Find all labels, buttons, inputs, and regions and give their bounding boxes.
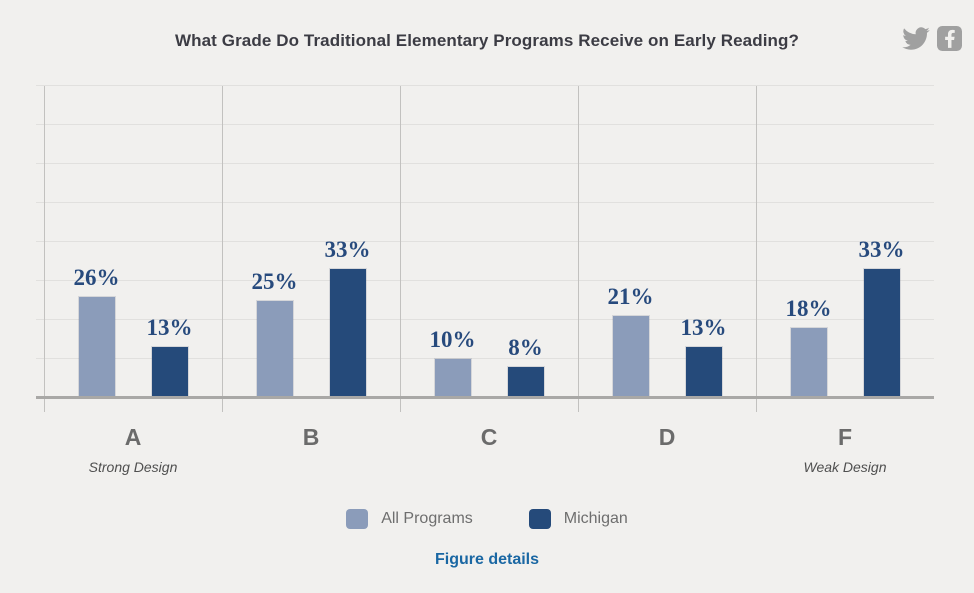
legend-swatch — [528, 509, 551, 529]
horizontal-gridline — [36, 319, 934, 320]
bar-value-label: 25% — [251, 268, 298, 294]
category-note-F: Weak Design — [803, 459, 887, 475]
vertical-gridline — [400, 86, 401, 412]
bar-value-label: 18% — [785, 295, 832, 321]
category-label-F: F — [837, 424, 853, 450]
legend-label: Michigan — [563, 510, 628, 527]
vertical-gridline — [222, 86, 223, 412]
bar-value-label: 13% — [146, 315, 193, 341]
horizontal-gridline — [36, 280, 934, 281]
bar-value-label: 8% — [508, 334, 543, 360]
bar-value-label: 21% — [607, 284, 654, 310]
bar-michigan-B — [329, 269, 366, 398]
figure-details-link[interactable]: Figure details — [434, 551, 540, 568]
category-label-C: C — [480, 424, 498, 450]
horizontal-gridline — [36, 124, 934, 125]
horizontal-gridline — [36, 358, 934, 359]
category-label-B: B — [302, 424, 320, 450]
chart-title: What Grade Do Traditional Elementary Pro… — [175, 31, 799, 50]
horizontal-gridline — [36, 163, 934, 164]
category-label-D: D — [658, 424, 676, 450]
horizontal-gridline — [36, 85, 934, 86]
bar-value-label: 33% — [858, 237, 905, 263]
legend-label: All Programs — [381, 510, 473, 527]
category-note-A: Strong Design — [88, 459, 178, 475]
plot-area: 26% 13% 25% 33% 10% 8% 21% 13% 18% 33% — [36, 85, 934, 412]
bar-michigan-A — [151, 347, 188, 398]
bar-value-label: 33% — [324, 237, 371, 263]
legend: All Programs Michigan — [0, 509, 974, 529]
vertical-gridline — [44, 86, 45, 412]
horizontal-gridline — [36, 202, 934, 203]
bar-all-programs-C — [434, 359, 471, 398]
vertical-gridline — [578, 86, 579, 412]
facebook-icon[interactable] — [937, 26, 962, 51]
bar-value-label: 26% — [73, 264, 120, 290]
bar-all-programs-F — [790, 327, 827, 398]
legend-item-all-programs: All Programs — [346, 509, 473, 529]
twitter-icon[interactable] — [902, 27, 930, 50]
category-label-A: A — [124, 424, 142, 450]
bar-value-label: 13% — [680, 315, 727, 341]
bar-michigan-F — [863, 269, 900, 398]
bar-all-programs-A — [78, 296, 115, 398]
x-axis-line — [36, 396, 934, 399]
vertical-gridline — [756, 86, 757, 412]
bar-michigan-C — [507, 366, 544, 398]
bar-value-label: 10% — [429, 327, 476, 352]
legend-swatch — [346, 509, 369, 529]
social-share-buttons — [902, 26, 962, 51]
figure-details-container: Figure details — [0, 551, 974, 569]
horizontal-gridline — [36, 241, 934, 242]
bar-all-programs-D — [612, 316, 649, 398]
bar-michigan-D — [685, 347, 722, 398]
legend-item-michigan: Michigan — [528, 509, 628, 529]
bar-all-programs-B — [256, 300, 293, 398]
